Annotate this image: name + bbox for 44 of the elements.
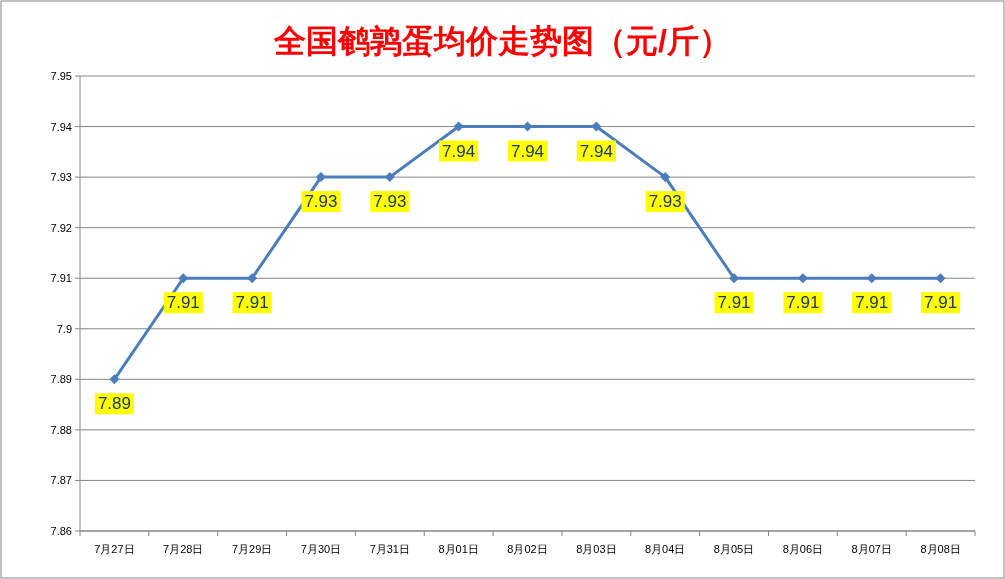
data-label: 7.91: [166, 293, 200, 313]
y-tick-label: 7.92: [50, 221, 72, 234]
data-label: 7.94: [510, 141, 545, 161]
data-label: 7.91: [235, 293, 269, 313]
y-tick-label: 7.93: [50, 171, 72, 184]
y-tick-label: 7.87: [50, 474, 72, 487]
x-tick-label: 8月01日: [438, 543, 479, 555]
x-tick-label: 7月31日: [369, 543, 410, 555]
data-label: 7.93: [373, 192, 407, 212]
point: [247, 273, 258, 284]
data-label: 7.89: [97, 394, 131, 414]
point: [315, 172, 326, 183]
x-tick-label: 8月07日: [851, 543, 892, 555]
x-tick-label: 7月28日: [163, 543, 204, 555]
data-label: 7.91: [786, 293, 820, 313]
x-tick-label: 7月30日: [300, 543, 342, 555]
x-tick-label: 8月08日: [920, 543, 961, 555]
y-tick-label: 7.9: [56, 322, 72, 335]
point: [935, 273, 946, 284]
y-tick-label: 7.94: [50, 120, 72, 133]
data-label: 7.93: [648, 192, 682, 212]
point: [866, 273, 877, 284]
data-label: 7.91: [924, 293, 958, 313]
chart-title: 全国鹌鹑蛋均价走势图（元/斤）: [273, 23, 731, 59]
x-tick-label: 8月06日: [782, 543, 824, 555]
x-tick-label: 7月29日: [231, 543, 273, 555]
x-tick-label: 8月05日: [713, 543, 755, 555]
data-label: 7.94: [442, 141, 476, 161]
point: [109, 374, 120, 385]
y-tick-label: 7.86: [50, 525, 72, 537]
point: [660, 172, 671, 183]
y-tick-label: 7.95: [50, 70, 72, 82]
x-tick-label: 8月03日: [576, 543, 617, 555]
data-label: 7.93: [304, 192, 338, 212]
data-label: 7.91: [855, 293, 889, 313]
y-tick-label: 7.91: [50, 272, 72, 285]
data-label: 7.94: [579, 141, 613, 161]
point: [178, 273, 189, 284]
x-tick-label: 8月02日: [507, 543, 548, 555]
x-tick-label: 8月04日: [645, 543, 686, 555]
y-tick-label: 7.89: [50, 373, 72, 386]
x-tick-label: 7月27日: [94, 543, 135, 555]
y-tick-label: 7.88: [50, 423, 72, 436]
data-label: 7.91: [717, 293, 751, 313]
